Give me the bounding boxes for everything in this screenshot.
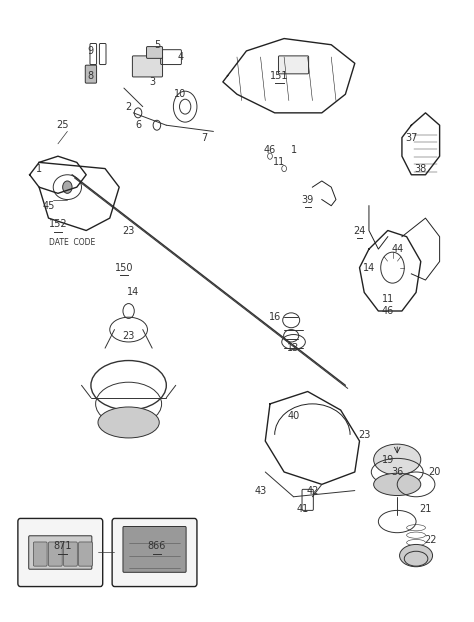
Text: 21: 21 xyxy=(419,504,432,514)
Text: 43: 43 xyxy=(255,486,267,496)
FancyBboxPatch shape xyxy=(146,47,163,58)
Text: 151: 151 xyxy=(270,71,289,81)
Text: 10: 10 xyxy=(174,90,187,100)
Text: 3: 3 xyxy=(149,77,155,87)
FancyBboxPatch shape xyxy=(278,56,309,74)
Text: 38: 38 xyxy=(415,164,427,174)
Text: 45: 45 xyxy=(42,201,55,211)
Text: 11: 11 xyxy=(273,157,285,167)
FancyBboxPatch shape xyxy=(64,542,77,566)
FancyBboxPatch shape xyxy=(18,519,103,587)
Ellipse shape xyxy=(98,407,159,438)
Text: DATE  CODE: DATE CODE xyxy=(48,238,95,248)
Ellipse shape xyxy=(374,473,421,496)
Text: 42: 42 xyxy=(306,486,319,496)
FancyBboxPatch shape xyxy=(112,519,197,587)
Text: 871: 871 xyxy=(54,541,72,551)
FancyBboxPatch shape xyxy=(132,56,163,77)
Text: 39: 39 xyxy=(301,195,314,205)
Text: 5: 5 xyxy=(154,40,160,50)
Text: 25: 25 xyxy=(56,120,69,130)
FancyBboxPatch shape xyxy=(79,542,92,566)
Text: 36: 36 xyxy=(391,467,403,477)
Ellipse shape xyxy=(374,444,421,475)
Text: 37: 37 xyxy=(405,132,418,142)
Text: 22: 22 xyxy=(424,535,437,545)
Text: 9: 9 xyxy=(88,46,94,56)
Text: 41: 41 xyxy=(297,504,309,514)
Text: 11: 11 xyxy=(382,294,394,304)
Text: 7: 7 xyxy=(201,132,207,142)
Text: 40: 40 xyxy=(287,411,300,421)
Text: 14: 14 xyxy=(363,262,375,272)
Text: 1: 1 xyxy=(36,164,42,174)
FancyBboxPatch shape xyxy=(123,526,186,572)
FancyBboxPatch shape xyxy=(85,65,97,83)
Text: 4: 4 xyxy=(177,52,183,62)
Text: 23: 23 xyxy=(358,430,370,440)
Text: 8: 8 xyxy=(88,71,94,81)
Text: 152: 152 xyxy=(49,220,67,230)
Text: 44: 44 xyxy=(391,244,403,254)
Text: 16: 16 xyxy=(269,312,281,322)
Text: 23: 23 xyxy=(122,226,135,236)
Text: 13: 13 xyxy=(287,343,300,353)
Text: 20: 20 xyxy=(428,467,441,477)
Text: 46: 46 xyxy=(382,306,394,316)
FancyBboxPatch shape xyxy=(29,536,92,569)
FancyBboxPatch shape xyxy=(48,542,62,566)
Text: 46: 46 xyxy=(264,145,276,155)
Text: 23: 23 xyxy=(122,331,135,341)
Text: 19: 19 xyxy=(382,455,394,465)
Circle shape xyxy=(63,181,72,193)
Text: 14: 14 xyxy=(127,287,139,297)
Ellipse shape xyxy=(400,544,433,567)
Text: 6: 6 xyxy=(135,120,141,130)
FancyBboxPatch shape xyxy=(34,542,47,566)
Text: 150: 150 xyxy=(115,262,133,272)
Text: 866: 866 xyxy=(148,541,166,551)
Text: 1: 1 xyxy=(291,145,297,155)
Text: 2: 2 xyxy=(126,101,132,112)
Text: 24: 24 xyxy=(353,226,366,236)
